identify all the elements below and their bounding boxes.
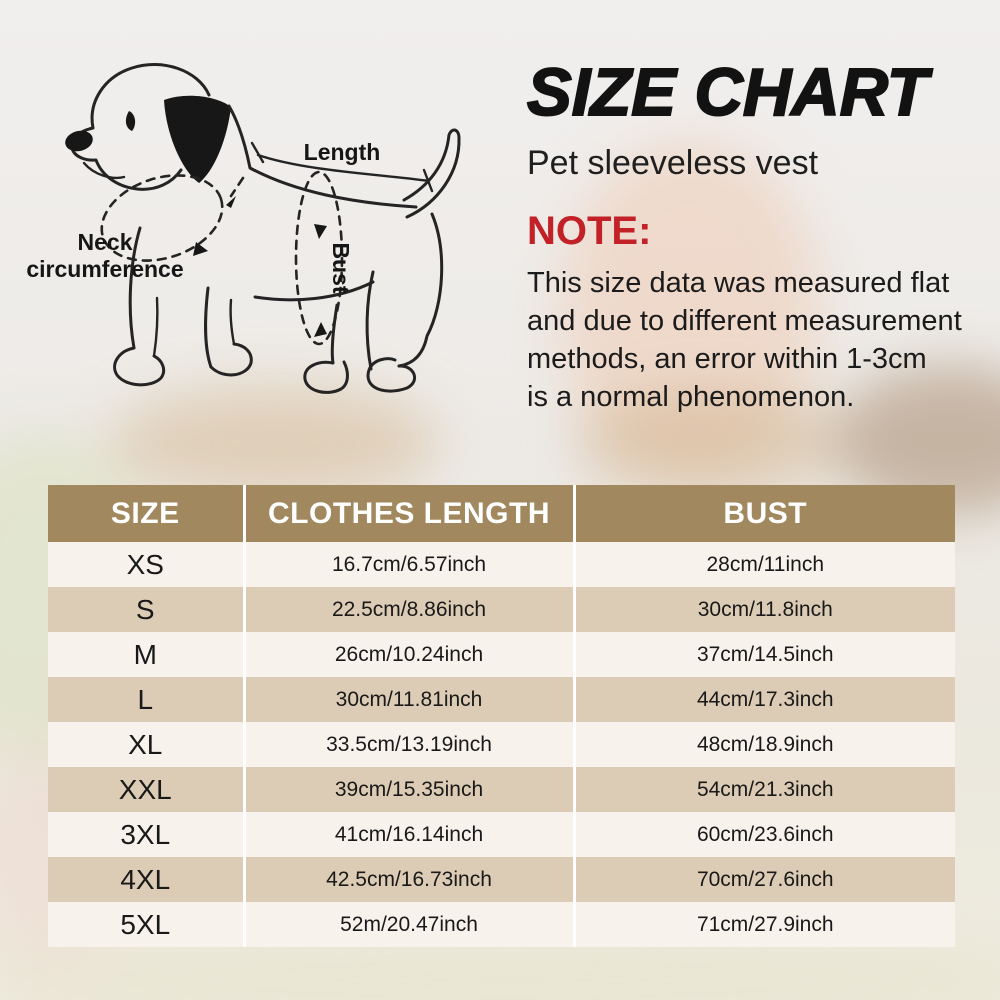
length-measure-line: [256, 153, 431, 183]
bust-cell: 48cm/18.9inch: [572, 722, 955, 767]
bust-cell: 60cm/23.6inch: [572, 812, 955, 857]
length-cell: 16.7cm/6.57inch: [242, 542, 574, 587]
note-label: NOTE:: [527, 209, 652, 253]
table-row: L 30cm/11.81inch 44cm/17.3inch: [48, 677, 955, 722]
size-cell: 5XL: [120, 908, 171, 940]
dog-front-paw: [113, 346, 166, 387]
length-label: Length: [304, 139, 381, 165]
table-row: 4XL 42.5cm/16.73inch 70cm/27.6inch: [48, 857, 955, 902]
bust-cell: 70cm/27.6inch: [572, 857, 955, 902]
dog-eye: [125, 111, 136, 131]
shoulder-dashed-arrow: [229, 176, 245, 198]
note-line: and due to different measurement: [527, 305, 962, 337]
table-row: XL 33.5cm/13.19inch 48cm/18.9inch: [48, 722, 955, 767]
neck-circumference-ellipse: [100, 174, 224, 262]
length-cell: 26cm/10.24inch: [242, 632, 574, 677]
bust-cell: 71cm/27.9inch: [572, 902, 955, 947]
dog-mouth: [82, 161, 126, 179]
bust-cell: 28cm/11inch: [572, 542, 955, 587]
dog-belly-line: [253, 280, 375, 302]
table-row: XXL 39cm/15.35inch 54cm/21.3inch: [48, 767, 955, 812]
col-header-clothes-length: CLOTHES LENGTH: [242, 485, 574, 542]
length-cell: 52m/20.47inch: [242, 902, 574, 947]
dog-back-line: [227, 104, 418, 209]
length-cell: 39cm/15.35inch: [242, 767, 574, 812]
info-column: SIZE CHART Pet sleeveless vest NOTE: Thi…: [526, 54, 977, 416]
dog-front-leg-2-inner: [229, 298, 236, 346]
size-cell: 4XL: [120, 863, 171, 895]
dog-hind-paw-back: [303, 303, 349, 394]
dog-front-paw-2: [209, 342, 253, 377]
bust-label: Bust: [328, 242, 354, 293]
note-line: methods, an error within 1-3cm: [527, 343, 927, 375]
size-table: SIZE CLOTHES LENGTH BUST XS 16.7cm/6.57i…: [48, 485, 955, 947]
dog-rear-leg-inner: [365, 270, 375, 371]
table-header-row: SIZE CLOTHES LENGTH BUST: [48, 485, 955, 542]
table-row: S 22.5cm/8.86inch 30cm/11.8inch: [48, 587, 955, 632]
bust-arrow-bottom: [314, 322, 327, 337]
note-line: This size data was measured flat: [527, 267, 950, 299]
dog-rear-paw: [366, 357, 417, 393]
bust-cell: 30cm/11.8inch: [572, 587, 955, 632]
size-cell: 3XL: [120, 818, 171, 850]
size-cell: XXL: [118, 773, 172, 805]
bust-ellipse: [294, 170, 344, 346]
bust-cell: 44cm/17.3inch: [572, 677, 955, 722]
dog-tail: [402, 128, 461, 219]
neck-label-line1: Neck: [78, 229, 133, 255]
size-cell: XL: [128, 728, 163, 760]
dog-front-leg-2: [204, 286, 213, 369]
dog-front-leg: [128, 226, 142, 350]
length-cell: 42.5cm/16.73inch: [242, 857, 574, 902]
table-row: 3XL 41cm/16.14inch 60cm/23.6inch: [48, 812, 955, 857]
page-title: SIZE CHART: [526, 54, 929, 131]
table-row: 5XL 52m/20.47inch 71cm/27.9inch: [48, 902, 955, 947]
col-header-size: SIZE: [48, 485, 244, 542]
col-header-bust: BUST: [572, 485, 955, 542]
dog-measurement-diagram: Length Neck circumference Bust: [26, 63, 461, 394]
neck-label-line2: circumference: [26, 256, 183, 282]
length-cell: 30cm/11.81inch: [242, 677, 574, 722]
size-cell: L: [137, 683, 154, 715]
neck-arrowhead: [193, 242, 208, 256]
shoulder-arrowhead: [226, 196, 236, 208]
dog-ear: [164, 95, 231, 183]
length-cell: 33.5cm/13.19inch: [242, 722, 574, 767]
length-tick-right: [422, 168, 434, 193]
size-cell: XS: [126, 548, 164, 580]
length-cell: 22.5cm/8.86inch: [242, 587, 574, 632]
dog-nose: [65, 130, 93, 152]
size-cell: M: [133, 638, 157, 670]
page-subtitle: Pet sleeveless vest: [527, 144, 819, 182]
size-cell: S: [135, 593, 155, 625]
bust-cell: 37cm/14.5inch: [572, 632, 955, 677]
dog-front-leg-inner: [152, 296, 159, 358]
length-tick-left: [250, 141, 265, 164]
table-row: XS 16.7cm/6.57inch 28cm/11inch: [48, 542, 955, 587]
bust-arrow-top: [314, 224, 327, 239]
length-cell: 41cm/16.14inch: [242, 812, 574, 857]
table-row: M 26cm/10.24inch 37cm/14.5inch: [48, 632, 955, 677]
note-line: is a normal phenomenon.: [527, 381, 855, 413]
dog-rear-leg: [397, 212, 444, 368]
note-text: This size data was measured flat and due…: [527, 264, 977, 416]
bust-cell: 54cm/21.3inch: [572, 767, 955, 812]
